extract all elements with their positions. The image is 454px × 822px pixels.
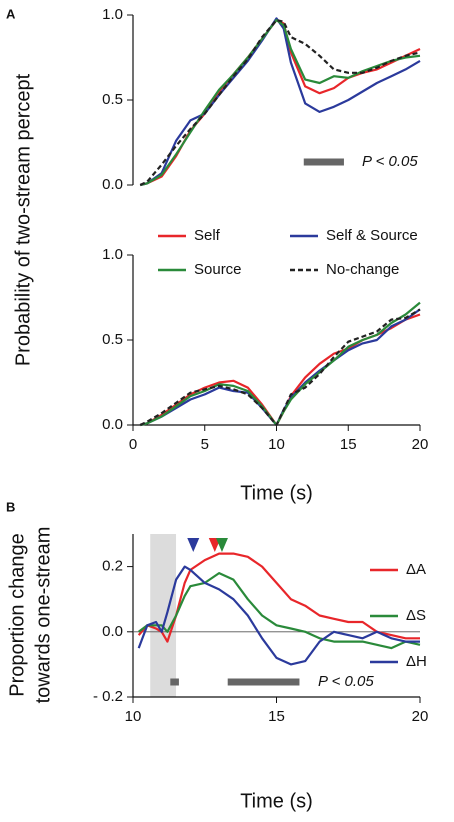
series-line (139, 308, 421, 427)
legend-label: Source (194, 261, 242, 278)
y-tick-label: 0.0 (102, 416, 123, 433)
legend-label: No-change (326, 261, 399, 278)
series-line (139, 19, 421, 186)
series-line (137, 565, 420, 666)
shaded-region (150, 534, 177, 697)
x-tick-label: 0 (129, 436, 137, 453)
series-line (138, 572, 421, 650)
series-line (139, 19, 421, 187)
y-tick-label: 0.0 (102, 623, 123, 640)
y-axis-title: towards one-stream (32, 527, 54, 704)
x-tick-label: 5 (201, 436, 209, 453)
panel-label: A (6, 6, 16, 21)
y-tick-label: - 0.2 (93, 688, 123, 705)
legend-label: ΔA (406, 561, 426, 578)
x-tick-label: 20 (412, 436, 429, 453)
x-tick-label: 20 (412, 708, 429, 725)
series-line (139, 308, 421, 427)
y-tick-label: 0.0 (102, 176, 123, 193)
y-tick-label: 0.5 (102, 331, 123, 348)
y-tick-label: 1.0 (102, 246, 123, 263)
peak-marker (215, 538, 228, 552)
y-axis-title: Probability of two-stream percept (12, 73, 34, 366)
significance-bar (227, 678, 300, 686)
significance-label: P < 0.05 (362, 153, 418, 170)
significance-label: P < 0.05 (318, 673, 374, 690)
y-tick-label: 0.5 (102, 91, 123, 108)
panel-label: B (6, 499, 15, 514)
x-axis-title: Time (s) (240, 482, 313, 504)
x-tick-label: 15 (268, 708, 285, 725)
series-line (137, 552, 420, 643)
legend-label: ΔS (406, 607, 426, 624)
x-tick-label: 10 (268, 436, 285, 453)
x-tick-label: 15 (340, 436, 357, 453)
series-line (139, 301, 421, 427)
x-tick-label: 10 (125, 708, 142, 725)
y-tick-label: 1.0 (102, 6, 123, 23)
legend-label: Self (194, 227, 221, 244)
significance-bar (170, 678, 179, 686)
x-axis-title: Time (s) (240, 790, 313, 812)
peak-marker (187, 538, 200, 552)
y-tick-label: 0.2 (102, 558, 123, 575)
significance-bar (303, 158, 344, 166)
legend-label: Self & Source (326, 227, 418, 244)
legend-label: ΔH (406, 653, 427, 670)
y-axis-title: Proportion change (6, 533, 28, 696)
